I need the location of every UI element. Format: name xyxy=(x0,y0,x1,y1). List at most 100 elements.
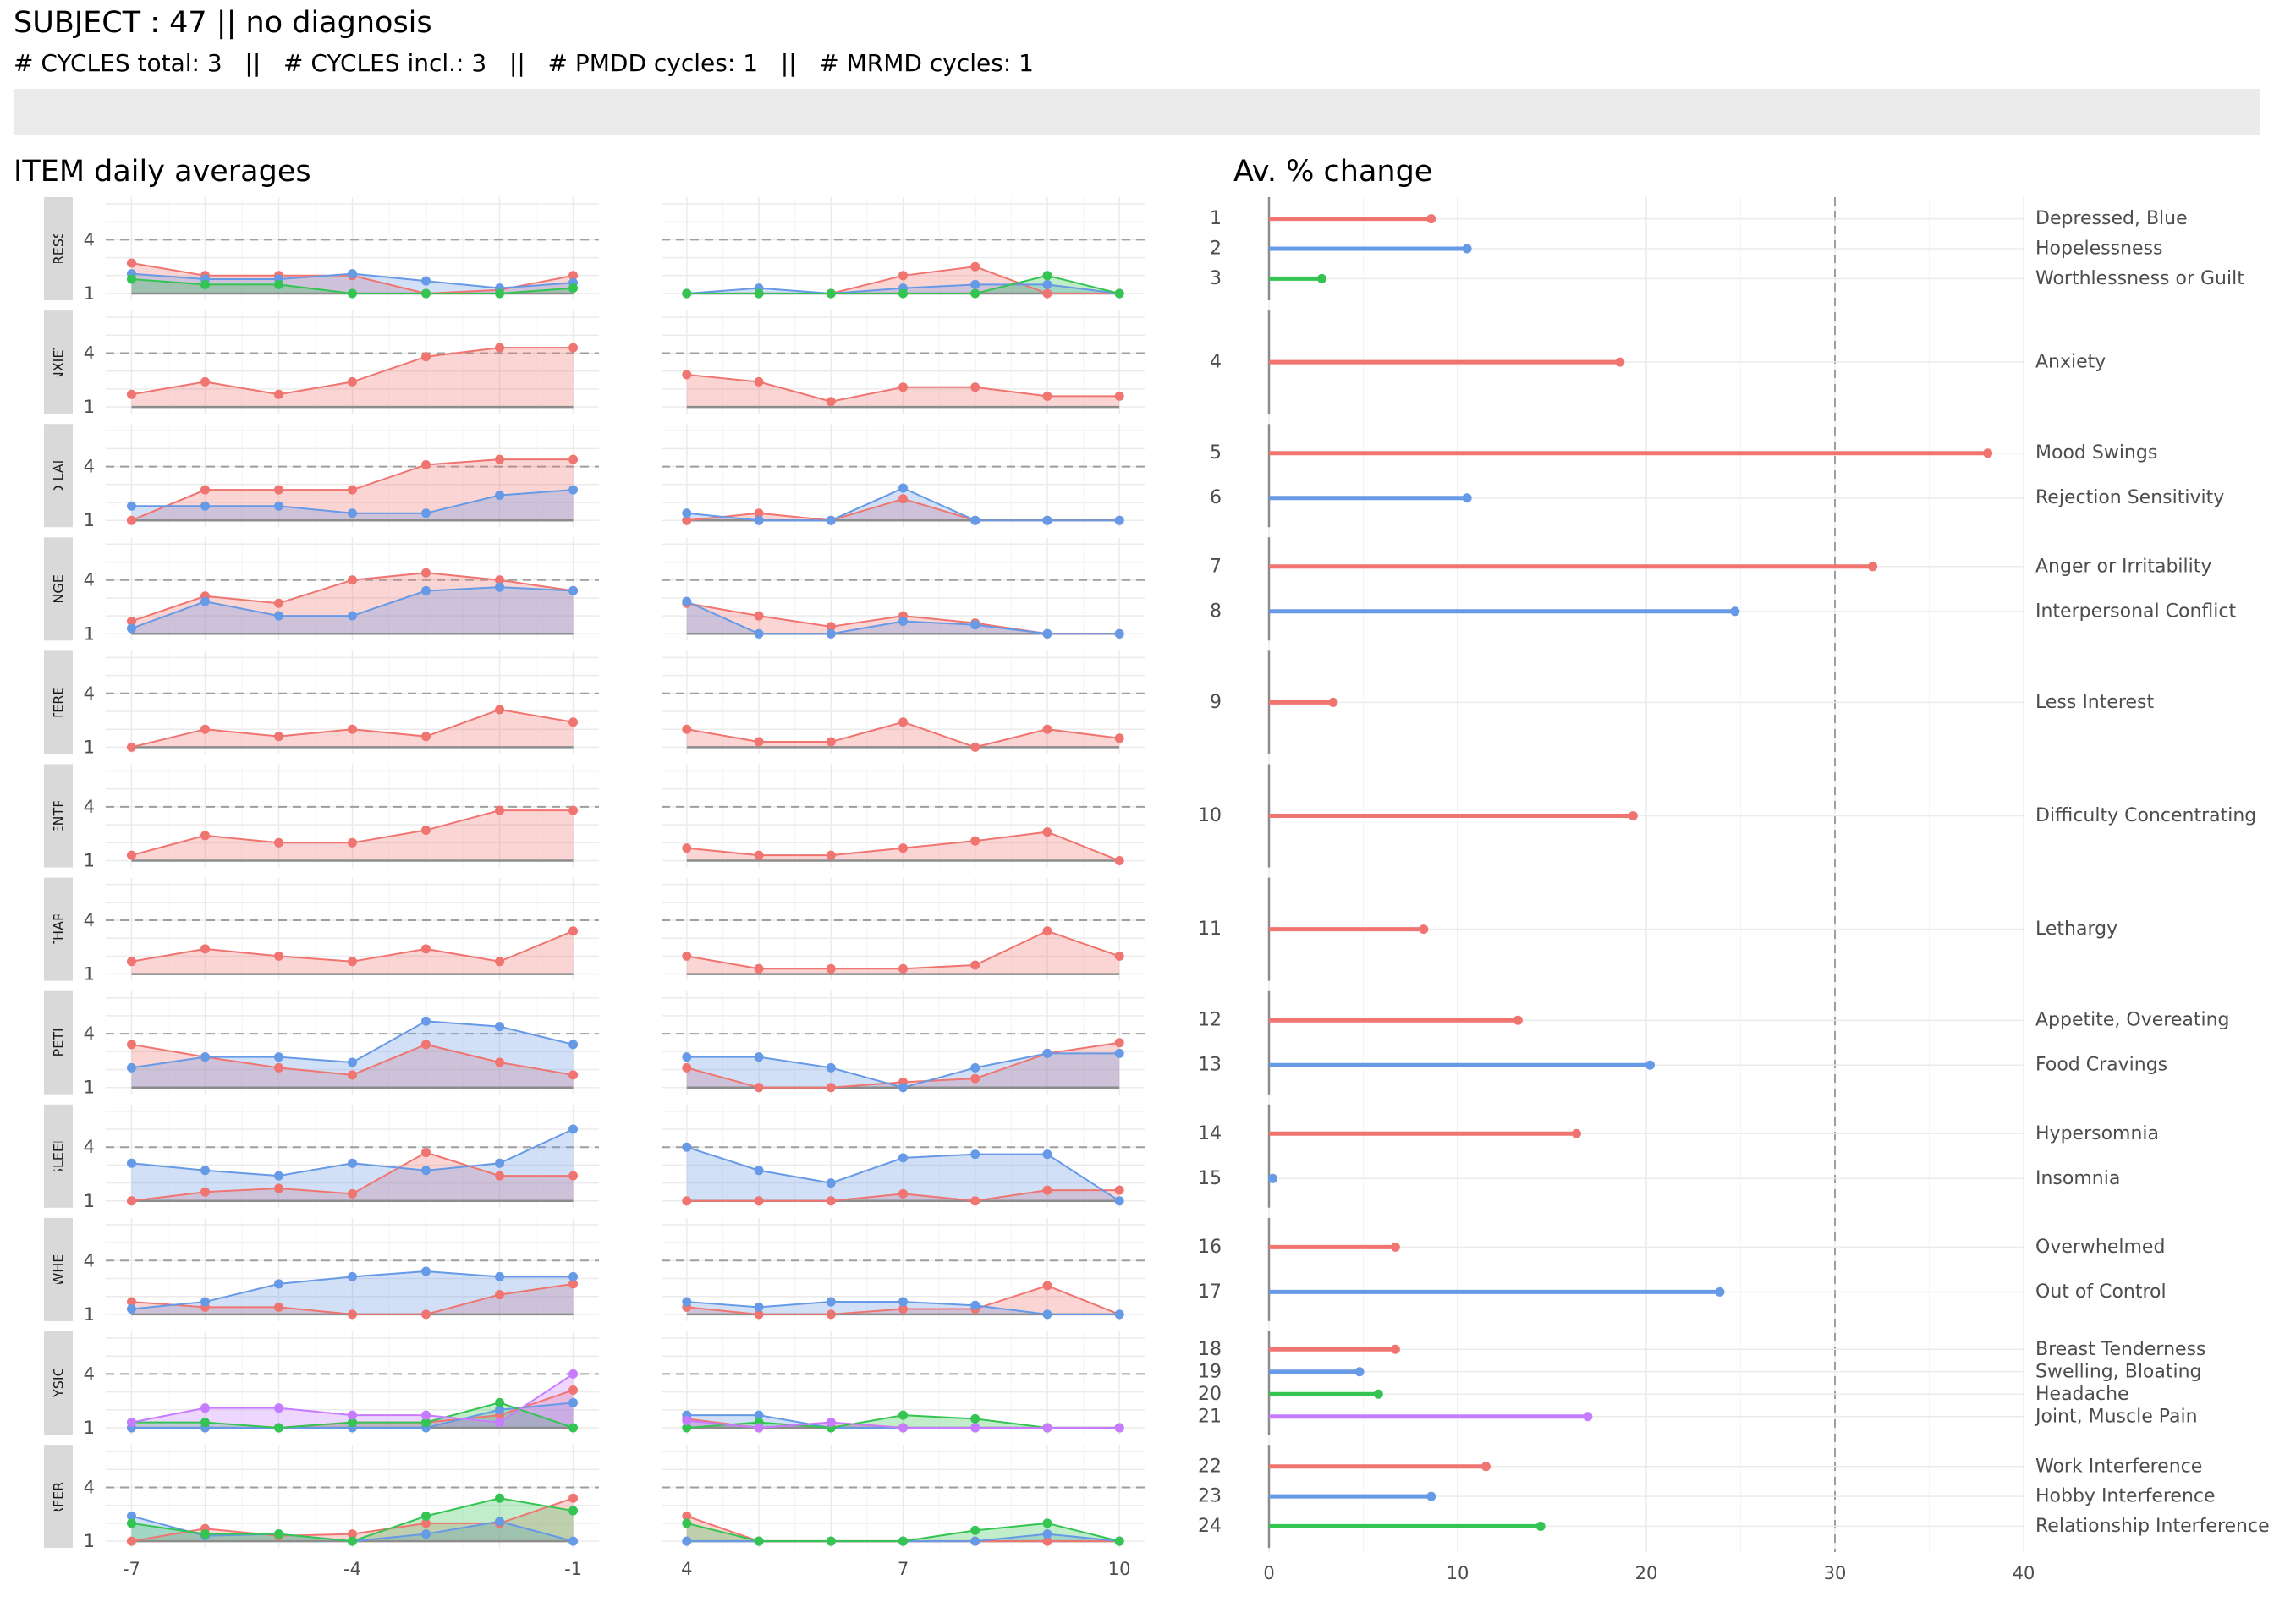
area-blue xyxy=(686,488,1120,521)
y-tick-label: 1 xyxy=(84,964,95,985)
av-change-panel: 1 Depressed, Blue 2 Hopelessness 3 Worthlessn… xyxy=(1198,197,2270,1583)
point-blue xyxy=(682,508,692,518)
y-tick-label: 1 xyxy=(84,1304,95,1325)
point-blue xyxy=(970,1062,980,1073)
facet-strip xyxy=(44,877,73,981)
point-blue xyxy=(495,1405,505,1415)
item-label: Rejection Sensitivity xyxy=(2035,487,2224,508)
point-red xyxy=(273,389,283,399)
item-label: Work Interference xyxy=(2035,1456,2202,1477)
point-blue xyxy=(568,1271,579,1281)
point-red xyxy=(421,1309,431,1320)
point-red xyxy=(568,717,579,727)
point-red xyxy=(126,957,136,967)
point-red xyxy=(970,382,980,392)
point-red xyxy=(568,1279,579,1289)
area-red xyxy=(686,1042,1120,1088)
panel-right xyxy=(662,537,1145,641)
y-tick-label: 4 xyxy=(84,797,95,817)
x-tick-label: -7 xyxy=(123,1559,140,1579)
point-red xyxy=(421,352,431,362)
point-red xyxy=(568,1171,579,1181)
lollipop-point-joint-muscle-pain xyxy=(1583,1412,1593,1422)
panel-right xyxy=(662,877,1145,981)
point-blue xyxy=(495,491,505,501)
point-red xyxy=(273,951,283,961)
point-red xyxy=(1042,1185,1052,1195)
facet-strip xyxy=(44,197,73,300)
point-red xyxy=(1114,856,1124,865)
facet-appetite: APPETITE 1 4 xyxy=(44,990,1145,1098)
facet-strip xyxy=(44,537,73,641)
point-red xyxy=(348,1070,357,1080)
point-red xyxy=(568,1070,579,1080)
point-blue xyxy=(421,1166,431,1176)
facet-strip xyxy=(44,1104,73,1208)
point-red xyxy=(970,742,980,752)
point-red xyxy=(826,1196,836,1206)
point-purple xyxy=(970,1423,980,1433)
facet-strip-label: APPETITE xyxy=(51,1011,67,1074)
point-blue xyxy=(273,501,283,511)
area-purple xyxy=(131,1374,574,1428)
item-number: 4 xyxy=(1210,352,1222,373)
point-green xyxy=(200,1418,210,1428)
facet-strip xyxy=(44,990,73,1095)
point-red xyxy=(970,1073,980,1084)
item-label: Headache xyxy=(2035,1384,2129,1405)
point-red xyxy=(898,717,908,727)
panel-right xyxy=(662,310,1145,414)
y-tick-label: 1 xyxy=(84,397,95,417)
point-blue xyxy=(421,585,431,595)
point-red xyxy=(126,742,136,752)
area-red xyxy=(131,810,574,861)
point-blue xyxy=(200,596,210,606)
item-label: Worthlessness or Guilt xyxy=(2035,268,2244,289)
point-blue xyxy=(826,1178,836,1188)
point-red xyxy=(126,389,136,399)
lollipop-point-hobby-interference xyxy=(1426,1491,1436,1501)
facet-strip xyxy=(44,1331,73,1435)
point-blue xyxy=(495,1022,505,1032)
point-purple xyxy=(754,1423,764,1433)
point-blue xyxy=(348,1057,357,1067)
lollipop-point-overwhelmed xyxy=(1390,1242,1400,1252)
point-blue xyxy=(126,623,136,634)
point-red xyxy=(273,1062,283,1073)
point-blue xyxy=(970,515,980,525)
point-blue xyxy=(273,1052,283,1062)
point-red xyxy=(898,382,908,392)
point-red xyxy=(273,1183,283,1193)
point-purple xyxy=(682,1416,692,1426)
lollipop-point-breast-tenderness xyxy=(1390,1344,1400,1354)
point-blue xyxy=(1114,1309,1124,1320)
point-red xyxy=(1114,733,1124,743)
point-blue xyxy=(495,582,505,592)
area-green xyxy=(686,1522,1120,1542)
point-red xyxy=(1042,1536,1052,1546)
point-green xyxy=(273,1529,283,1539)
point-green xyxy=(682,1518,692,1528)
panel-right xyxy=(662,1331,1145,1435)
point-blue xyxy=(1042,628,1052,639)
item-label: Swelling, Bloating xyxy=(2035,1361,2202,1382)
point-red xyxy=(348,575,357,585)
area-red xyxy=(131,1498,574,1542)
group-11: 18 Breast Tenderness 19 Swelling, Bloating 2… xyxy=(1198,1331,2206,1435)
point-green xyxy=(200,1529,210,1539)
group-12: 22 Work Interference 23 Hobby Interference 2… xyxy=(1198,1445,2270,1549)
point-green xyxy=(1114,1536,1124,1546)
point-red xyxy=(682,1511,692,1521)
area-green xyxy=(131,1498,574,1542)
point-red xyxy=(348,485,357,495)
y-tick-label: 1 xyxy=(84,510,95,530)
x-tick-label: -4 xyxy=(343,1559,361,1579)
panel-left xyxy=(106,764,599,868)
point-blue xyxy=(568,485,579,495)
point-red xyxy=(568,271,579,281)
point-green xyxy=(826,1536,836,1546)
point-green xyxy=(682,1423,692,1433)
point-red xyxy=(1042,1281,1052,1291)
point-red xyxy=(898,1188,908,1199)
